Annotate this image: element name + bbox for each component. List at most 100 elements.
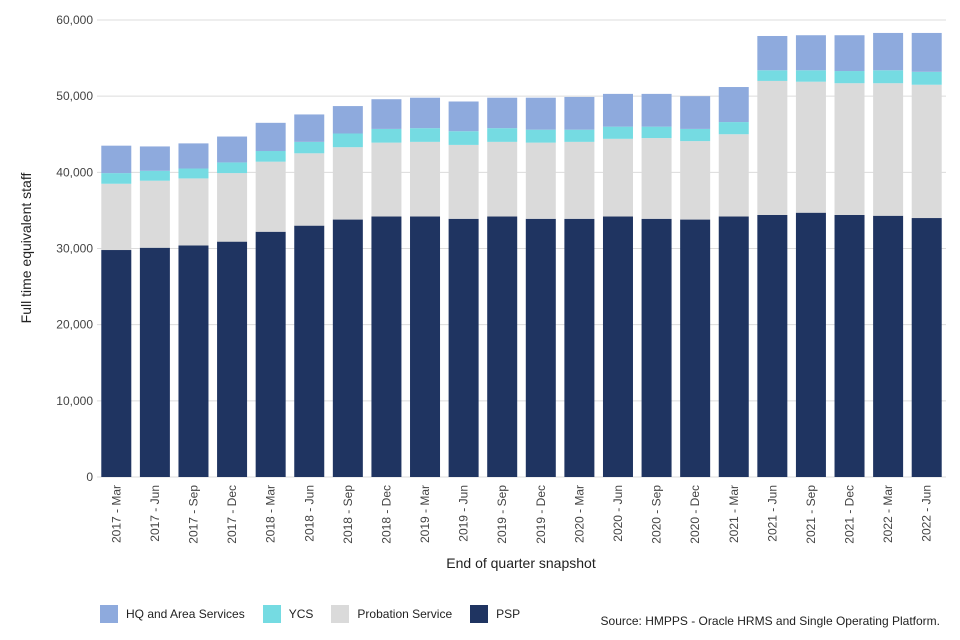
- legend-item: PSP: [470, 605, 520, 623]
- bar-ycs: [139, 170, 170, 181]
- bar-probation-service: [602, 138, 633, 217]
- bar-hq-and-area-services: [602, 93, 633, 127]
- x-tick-label: 2017 - Sep: [186, 485, 200, 544]
- bar-hq-and-area-services: [525, 97, 556, 130]
- legend-swatch: [331, 605, 350, 623]
- bar-psp: [255, 231, 286, 477]
- bar-hq-and-area-services: [101, 145, 132, 174]
- bar-probation-service: [564, 141, 595, 219]
- bar-probation-service: [255, 161, 286, 232]
- x-tick-label: 2018 - Mar: [264, 485, 278, 543]
- bar-hq-and-area-services: [873, 32, 904, 71]
- bar-probation-service: [757, 80, 788, 215]
- bar-probation-service: [525, 142, 556, 219]
- bar-ycs: [332, 133, 363, 148]
- x-tick-label: 2021 - Dec: [843, 485, 857, 544]
- bar-psp: [834, 214, 865, 477]
- bar-probation-service: [139, 180, 170, 248]
- legend-label: YCS: [288, 607, 314, 621]
- bar-ycs: [371, 128, 402, 143]
- bar-ycs: [757, 70, 788, 81]
- bar-hq-and-area-services: [487, 97, 518, 129]
- x-tick-label: 2019 - Mar: [418, 485, 432, 543]
- x-tick-label: 2017 - Jun: [148, 485, 162, 542]
- x-tick-label: 2018 - Jun: [302, 485, 316, 542]
- y-tick-label: 0: [86, 470, 93, 484]
- x-tick-label: 2021 - Sep: [804, 485, 818, 544]
- bar-ycs: [178, 168, 209, 179]
- x-tick-label: 2021 - Jun: [765, 485, 779, 542]
- legend-item: YCS: [262, 605, 314, 623]
- bar-psp: [410, 216, 441, 477]
- x-tick-label: 2020 - Mar: [572, 485, 586, 543]
- legend-item: HQ and Area Services: [100, 605, 245, 623]
- bar-hq-and-area-services: [680, 96, 711, 129]
- bar-psp: [911, 218, 942, 478]
- bar-hq-and-area-services: [795, 35, 826, 71]
- bar-ycs: [834, 71, 865, 84]
- bar-hq-and-area-services: [911, 32, 942, 72]
- bar-psp: [873, 215, 904, 477]
- bar-psp: [101, 250, 132, 477]
- bar-psp: [564, 218, 595, 478]
- y-tick-label: 40,000: [56, 165, 93, 179]
- bar-hq-and-area-services: [371, 99, 402, 129]
- legend-swatch: [100, 605, 118, 623]
- x-tick-label: 2018 - Dec: [379, 485, 393, 544]
- bar-probation-service: [718, 134, 749, 217]
- bar-psp: [795, 212, 826, 477]
- y-axis-title: Full time equivalent staff: [18, 173, 34, 324]
- bar-probation-service: [680, 141, 711, 220]
- bar-probation-service: [101, 183, 132, 251]
- y-tick-label: 10,000: [56, 394, 93, 408]
- legend-swatch: [470, 605, 489, 623]
- x-tick-label: 2022 - Mar: [881, 485, 895, 543]
- bar-psp: [487, 216, 518, 477]
- y-tick-label: 60,000: [56, 13, 93, 27]
- x-tick-label: 2021 - Mar: [727, 485, 741, 543]
- bar-psp: [602, 216, 633, 477]
- bar-psp: [371, 216, 402, 477]
- bar-probation-service: [294, 153, 325, 226]
- bar-probation-service: [641, 138, 672, 219]
- bar-hq-and-area-services: [757, 35, 788, 71]
- x-tick-label: 2020 - Dec: [688, 485, 702, 544]
- bar-probation-service: [873, 83, 904, 216]
- x-tick-label: 2017 - Mar: [109, 485, 123, 543]
- bar-probation-service: [487, 141, 518, 217]
- bar-ycs: [487, 128, 518, 142]
- bar-hq-and-area-services: [139, 146, 170, 171]
- bar-probation-service: [217, 173, 248, 242]
- bar-psp: [757, 214, 788, 477]
- bar-ycs: [101, 173, 132, 184]
- bar-psp: [178, 245, 209, 477]
- y-tick-label: 20,000: [56, 318, 93, 332]
- x-tick-label: 2019 - Jun: [457, 485, 471, 542]
- x-tick-label: 2020 - Sep: [650, 485, 664, 544]
- bar-ycs: [255, 151, 286, 162]
- bar-hq-and-area-services: [641, 93, 672, 127]
- legend-label: PSP: [496, 607, 521, 621]
- bar-hq-and-area-services: [294, 114, 325, 142]
- bar-ycs: [602, 126, 633, 139]
- bar-probation-service: [795, 81, 826, 213]
- bar-ycs: [718, 122, 749, 135]
- bar-hq-and-area-services: [718, 87, 749, 123]
- bar-psp: [217, 241, 248, 477]
- bar-psp: [641, 218, 672, 478]
- bar-psp: [139, 247, 170, 477]
- bar-hq-and-area-services: [410, 97, 441, 129]
- bar-probation-service: [834, 83, 865, 215]
- bar-psp: [718, 216, 749, 477]
- bar-probation-service: [911, 84, 942, 219]
- x-tick-label: 2022 - Jun: [920, 485, 934, 542]
- bar-ycs: [680, 128, 711, 142]
- legend-label: Probation Service: [357, 607, 453, 621]
- x-tick-label: 2018 - Sep: [341, 485, 355, 544]
- x-tick-label: 2020 - Jun: [611, 485, 625, 542]
- legend-swatch: [262, 605, 281, 623]
- bar-ycs: [448, 131, 479, 145]
- bar-psp: [294, 225, 325, 477]
- bar-probation-service: [178, 178, 209, 246]
